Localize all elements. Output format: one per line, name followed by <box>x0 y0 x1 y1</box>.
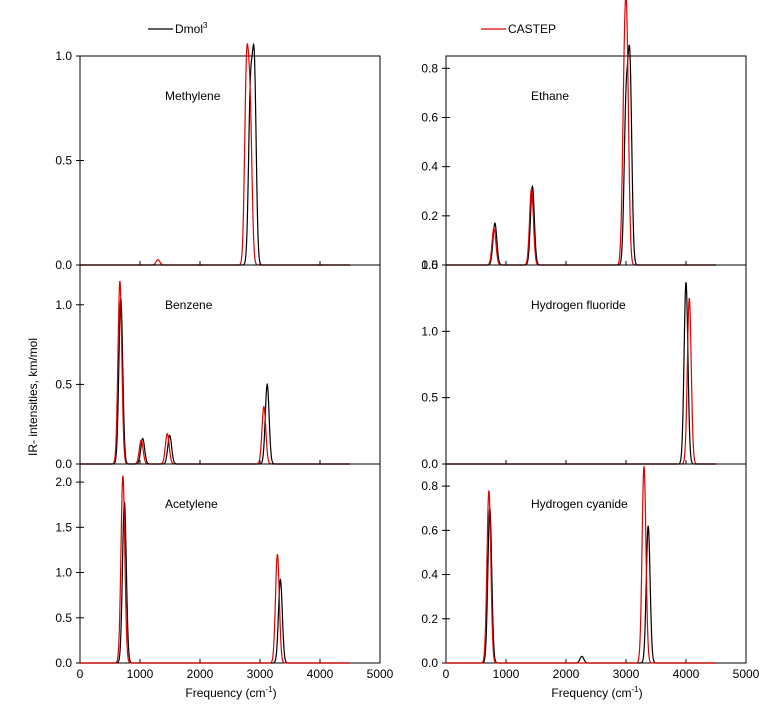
x-tick-label: 3000 <box>613 667 640 681</box>
panel-title: Benzene <box>165 298 213 312</box>
panel-1: 0.0 0.2 0.4 0.6 0.8 Ethane <box>421 0 747 272</box>
y-tick-label: 1.0 <box>55 298 72 312</box>
y-tick-label: 0.2 <box>421 209 438 223</box>
y-tick-label: 0.0 <box>55 457 72 471</box>
legend-label-castep: CASTEP <box>508 22 556 36</box>
x-tick-label: 2000 <box>187 667 214 681</box>
series-line-castep <box>446 0 716 266</box>
x-tick-label: 1000 <box>493 667 520 681</box>
panel-title: Hydrogen cyanide <box>531 497 628 511</box>
panel-5: 0 1000 2000 3000 4000 5000 0.0 0.2 0.4 0.6 0.8 Hydr… <box>421 463 760 681</box>
x-axis-label-right: Frequency (cm-1) <box>551 685 642 700</box>
x-tick-label: 4000 <box>673 667 700 681</box>
y-tick-label: 1.0 <box>55 49 72 63</box>
y-tick-label: 0.0 <box>421 656 438 670</box>
panels: 0.00.51.0Methylene0.00.20.40.60.8Ethane0… <box>55 0 760 681</box>
y-tick-label: 0.5 <box>55 611 72 625</box>
x-axis-label-left: Frequency (cm-1) <box>185 685 276 700</box>
y-tick-label: 0.0 <box>55 258 72 272</box>
series-line-castep <box>446 466 716 664</box>
y-tick-label: 0.6 <box>421 110 438 124</box>
y-tick-label: 0.0 <box>421 457 438 471</box>
panel-4: 0 1000 2000 3000 4000 5000 0.0 0.5 1.0 1.5 2.0 Acet… <box>55 463 394 681</box>
x-tick-label: 0 <box>443 667 450 681</box>
series-line-castep <box>80 280 350 465</box>
y-axis-label: IR- intensities, km/mol <box>26 338 40 456</box>
series-line-castep <box>80 475 350 664</box>
panel-2: 0.0 0.5 1.0 Benzene <box>55 264 381 471</box>
series-line-dmol3 <box>446 44 716 266</box>
y-tick-label: 0.6 <box>421 523 438 537</box>
series-line-castep <box>446 298 716 465</box>
panel-frame <box>445 55 747 266</box>
y-tick-label: 0.5 <box>55 154 72 168</box>
y-tick-label: 0.4 <box>421 160 438 174</box>
panel-frame <box>79 264 381 465</box>
panel-frame <box>445 264 747 465</box>
panel-title: Hydrogen fluoride <box>531 298 626 312</box>
y-tick-label: 1.5 <box>55 520 72 534</box>
y-tick-label: 0.8 <box>421 479 438 493</box>
y-tick-label: 0.2 <box>421 612 438 626</box>
x-tick-label: 3000 <box>247 667 274 681</box>
x-tick-label: 4000 <box>307 667 334 681</box>
series-line-castep <box>80 42 350 266</box>
panel-title: Ethane <box>531 89 569 103</box>
panel-title: Acetylene <box>165 497 218 511</box>
series-line-dmol3 <box>80 42 350 266</box>
y-tick-label: 2.0 <box>55 475 72 489</box>
y-tick-label: 0.5 <box>55 377 72 391</box>
y-tick-label: 1.0 <box>421 324 438 338</box>
y-tick-label: 1.0 <box>55 566 72 580</box>
panel-frame <box>79 55 381 266</box>
y-tick-label: 0.4 <box>421 568 438 582</box>
y-tick-label: 0.0 <box>421 258 438 272</box>
panel-title: Methylene <box>165 89 221 103</box>
x-tick-label: 2000 <box>553 667 580 681</box>
y-tick-label: 0.8 <box>421 61 438 75</box>
x-tick-label: 0 <box>77 667 84 681</box>
y-tick-label: 0.5 <box>421 391 438 405</box>
legend-sup-dmol3: 3 <box>203 21 208 30</box>
panel-3: 0.0 0.5 1.0 1.5 Hydrogen fluoride <box>421 258 747 471</box>
legend-label-dmol3: Dmol3 <box>175 21 208 36</box>
y-tick-label: 0.0 <box>55 656 72 670</box>
x-tick-label: 5000 <box>733 667 760 681</box>
y-tick-label: 1.5 <box>421 258 438 272</box>
series-line-dmol3 <box>80 298 350 465</box>
legend: Dmol3 CASTEP <box>148 21 556 36</box>
x-tick-label: 5000 <box>367 667 394 681</box>
panel-0: 0.0 0.5 1.0 Methylene <box>55 42 381 272</box>
x-tick-label: 1000 <box>127 667 154 681</box>
